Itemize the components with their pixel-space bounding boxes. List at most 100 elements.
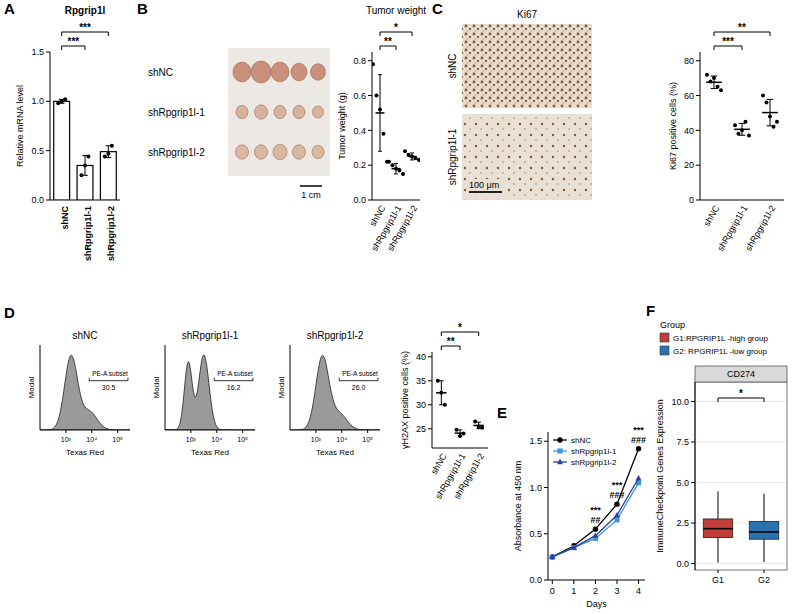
point xyxy=(740,128,744,132)
point xyxy=(747,134,751,138)
axis-title: γH2AX positive cells (%) xyxy=(400,351,410,449)
ihc-image xyxy=(462,114,592,200)
legend-label: shRpgrip1l-2 xyxy=(571,458,617,467)
axis-line xyxy=(40,345,41,430)
tick-label: 3 xyxy=(614,586,619,596)
tick-label: 10⁴ xyxy=(211,436,222,443)
axis-title: Ki67 positive cells (%) xyxy=(668,82,678,170)
sig-label: *** xyxy=(722,36,734,47)
tick xyxy=(46,150,50,151)
photo xyxy=(228,48,330,176)
point xyxy=(372,62,375,66)
category-label: shRpgrip1l-2 xyxy=(385,204,419,253)
row-label: shRpgrip1l-2 xyxy=(148,147,205,158)
tick xyxy=(46,200,50,201)
sig-label: * xyxy=(458,322,462,333)
tick-label: 4 xyxy=(636,586,641,596)
point xyxy=(772,125,776,129)
legend-title: Group xyxy=(660,320,685,330)
panel-border xyxy=(695,382,787,570)
axis-line xyxy=(290,345,291,430)
marker xyxy=(571,545,576,550)
axis-title: Modal xyxy=(152,376,161,398)
marker xyxy=(592,532,598,537)
tumor xyxy=(273,144,287,159)
error-bar xyxy=(380,75,381,152)
tick xyxy=(764,570,765,573)
point xyxy=(387,160,391,164)
point xyxy=(83,163,87,167)
point xyxy=(401,172,405,176)
point xyxy=(705,73,709,77)
legend-marker xyxy=(557,448,562,453)
point xyxy=(410,154,414,158)
legend-label: G2: RPGRIP1L -low group xyxy=(673,347,768,356)
sig-label: ## xyxy=(590,515,600,525)
tick xyxy=(552,580,553,584)
point xyxy=(744,120,748,124)
gate-label: PE-A subset xyxy=(217,370,253,377)
gate-label: PE-A subset xyxy=(342,370,378,377)
tick xyxy=(544,487,548,488)
tick-label: 0.0 xyxy=(529,575,542,585)
point xyxy=(439,391,443,395)
sig-bracket xyxy=(380,46,396,50)
facet-title: CD274 xyxy=(727,369,755,379)
category-label: G1 xyxy=(712,575,724,585)
tick xyxy=(428,380,432,381)
point xyxy=(80,173,84,177)
point xyxy=(375,94,379,98)
sig-label: ** xyxy=(384,36,392,47)
plot-marks xyxy=(165,355,255,430)
plot-marks xyxy=(290,355,380,430)
tick-label: 1.5 xyxy=(529,436,542,446)
tick xyxy=(46,52,50,53)
label-patch xyxy=(466,179,508,196)
median xyxy=(749,531,778,533)
sig-label: ** xyxy=(447,336,455,347)
point xyxy=(765,100,769,104)
point xyxy=(737,132,741,136)
tick xyxy=(242,430,243,433)
sig-label: *** xyxy=(612,480,623,490)
point xyxy=(403,149,407,153)
tick-label: 0 xyxy=(550,586,555,596)
histogram xyxy=(290,355,380,430)
scale-label: 100 μm xyxy=(469,180,499,190)
marker xyxy=(614,517,619,522)
histogram xyxy=(165,355,255,430)
tick xyxy=(691,482,695,483)
point xyxy=(378,107,382,111)
tick-label: 1 xyxy=(571,586,576,596)
tick xyxy=(428,404,432,405)
tick-label: 10⁵ xyxy=(362,436,373,443)
sig-bracket xyxy=(380,32,412,36)
scale-bar xyxy=(300,185,322,187)
tick-label: 0.5 xyxy=(31,146,44,156)
sig-label: * xyxy=(739,388,743,399)
gate-value: 16.2 xyxy=(227,384,241,391)
series-line xyxy=(552,449,638,557)
tick xyxy=(368,95,372,96)
error-bar xyxy=(770,99,771,125)
error-cap xyxy=(378,151,382,152)
scale-bar xyxy=(469,191,502,193)
tick xyxy=(638,580,639,584)
tick xyxy=(368,130,372,131)
tick xyxy=(691,563,695,564)
ihc-image xyxy=(462,24,592,108)
tick-label: 0.8 xyxy=(353,56,366,66)
point xyxy=(458,434,462,438)
point xyxy=(56,101,60,105)
sig-label: ### xyxy=(609,490,624,500)
tick xyxy=(544,441,548,442)
sig-label: ** xyxy=(738,22,746,33)
axis-line xyxy=(548,432,549,580)
tumor xyxy=(312,145,324,158)
tick xyxy=(718,570,719,573)
point xyxy=(477,424,481,428)
tick-label: 25 xyxy=(416,424,426,434)
category-label: shNC xyxy=(60,206,70,230)
tick-label: 10.0 xyxy=(671,397,689,407)
panel-letter: B xyxy=(137,0,148,17)
